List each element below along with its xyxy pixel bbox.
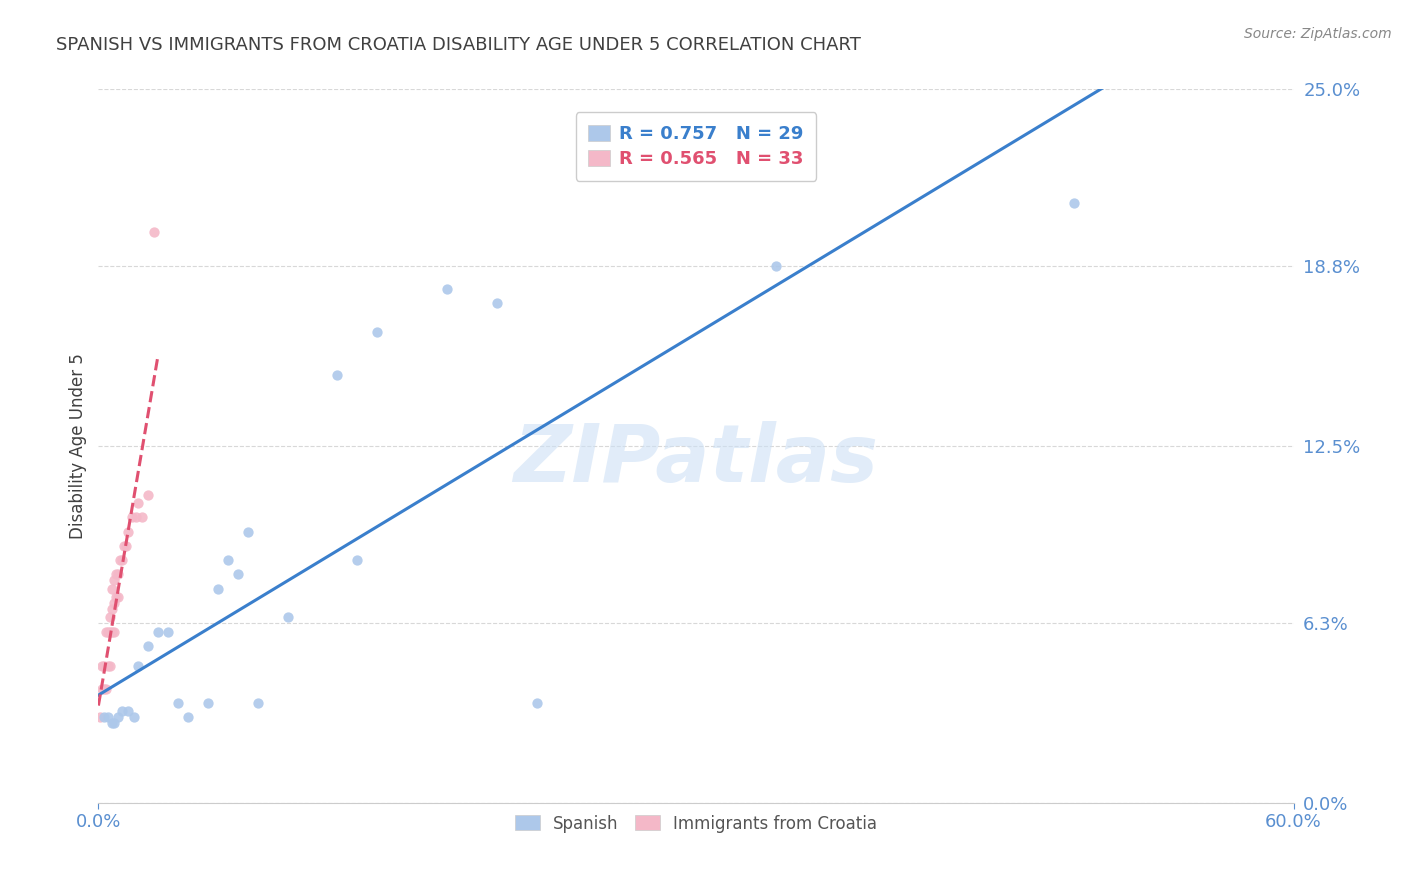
- Point: [111, 705, 134, 719]
- Point: [277, 610, 299, 624]
- Point: [97, 658, 120, 673]
- Point: [101, 624, 124, 639]
- Point: [105, 567, 128, 582]
- Point: [236, 524, 259, 539]
- Point: [91, 658, 114, 673]
- Point: [148, 624, 170, 639]
- Point: [246, 696, 269, 710]
- Text: SPANISH VS IMMIGRANTS FROM CROATIA DISABILITY AGE UNDER 5 CORRELATION CHART: SPANISH VS IMMIGRANTS FROM CROATIA DISAB…: [56, 36, 860, 54]
- Y-axis label: Disability Age Under 5: Disability Age Under 5: [69, 353, 87, 539]
- Point: [115, 539, 138, 553]
- Point: [121, 510, 143, 524]
- Point: [89, 710, 111, 724]
- Point: [93, 658, 115, 673]
- Point: [107, 710, 129, 724]
- Point: [157, 624, 180, 639]
- Point: [101, 601, 124, 615]
- Point: [91, 681, 114, 696]
- Point: [107, 591, 129, 605]
- Point: [111, 553, 134, 567]
- Point: [93, 681, 115, 696]
- Point: [98, 624, 122, 639]
- Point: [177, 710, 200, 724]
- Legend: Spanish, Immigrants from Croatia: Spanish, Immigrants from Croatia: [506, 806, 886, 841]
- Point: [110, 553, 132, 567]
- Point: [96, 624, 118, 639]
- Point: [97, 624, 120, 639]
- Point: [366, 325, 388, 339]
- Point: [143, 225, 166, 239]
- Point: [103, 596, 125, 610]
- Point: [103, 715, 125, 730]
- Point: [136, 487, 159, 501]
- Point: [127, 658, 149, 673]
- Point: [326, 368, 349, 382]
- Point: [436, 282, 458, 296]
- Point: [346, 553, 368, 567]
- Point: [226, 567, 249, 582]
- Point: [127, 496, 149, 510]
- Point: [207, 582, 229, 596]
- Point: [1063, 196, 1085, 211]
- Point: [105, 591, 128, 605]
- Point: [97, 710, 120, 724]
- Point: [93, 710, 115, 724]
- Point: [103, 624, 125, 639]
- Point: [112, 539, 135, 553]
- Point: [131, 510, 153, 524]
- Point: [167, 696, 190, 710]
- Point: [117, 524, 139, 539]
- Point: [117, 705, 139, 719]
- Point: [197, 696, 219, 710]
- Point: [101, 715, 124, 730]
- Point: [103, 573, 125, 587]
- Point: [526, 696, 548, 710]
- Point: [98, 610, 122, 624]
- Text: Source: ZipAtlas.com: Source: ZipAtlas.com: [1244, 27, 1392, 41]
- Point: [98, 658, 122, 673]
- Point: [136, 639, 159, 653]
- Point: [765, 259, 787, 273]
- Point: [96, 681, 118, 696]
- Point: [124, 710, 146, 724]
- Point: [485, 296, 508, 310]
- Point: [125, 510, 148, 524]
- Point: [101, 582, 124, 596]
- Point: [107, 567, 129, 582]
- Text: ZIPatlas: ZIPatlas: [513, 421, 879, 500]
- Point: [217, 553, 239, 567]
